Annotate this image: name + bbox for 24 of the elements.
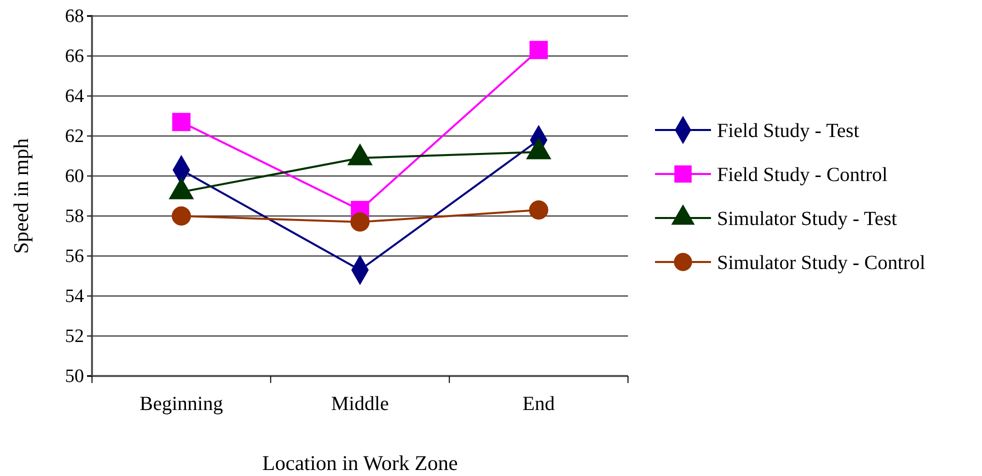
point <box>172 112 190 132</box>
legend-label: Simulator Study - Test <box>717 208 898 230</box>
legend-label: Field Study - Control <box>717 164 888 186</box>
point <box>172 206 191 226</box>
x-tick-label: End <box>522 393 555 416</box>
y-axis-title: Speed in mph <box>9 138 33 254</box>
point <box>350 212 370 232</box>
y-tick-label: 58 <box>65 206 84 228</box>
point <box>529 200 548 220</box>
x-axis-title: Location in Work Zone <box>262 451 458 475</box>
y-tick-label: 56 <box>65 246 84 268</box>
y-tick-label: 52 <box>65 326 84 348</box>
y-tick-label: 68 <box>65 6 84 28</box>
y-tick-label: 50 <box>65 366 84 388</box>
x-tick-label: Middle <box>331 393 390 416</box>
y-tick-label: 54 <box>65 286 84 308</box>
legend-label: Simulator Study - Control <box>717 252 926 274</box>
x-tick-label: Beginning <box>140 393 224 416</box>
y-tick-label: 66 <box>65 46 84 68</box>
legend-label: Field Study - Test <box>717 120 860 142</box>
y-tick-label: 60 <box>65 166 84 188</box>
point <box>530 40 548 60</box>
y-tick-label: 64 <box>65 86 84 108</box>
y-tick-label: 62 <box>65 126 84 148</box>
